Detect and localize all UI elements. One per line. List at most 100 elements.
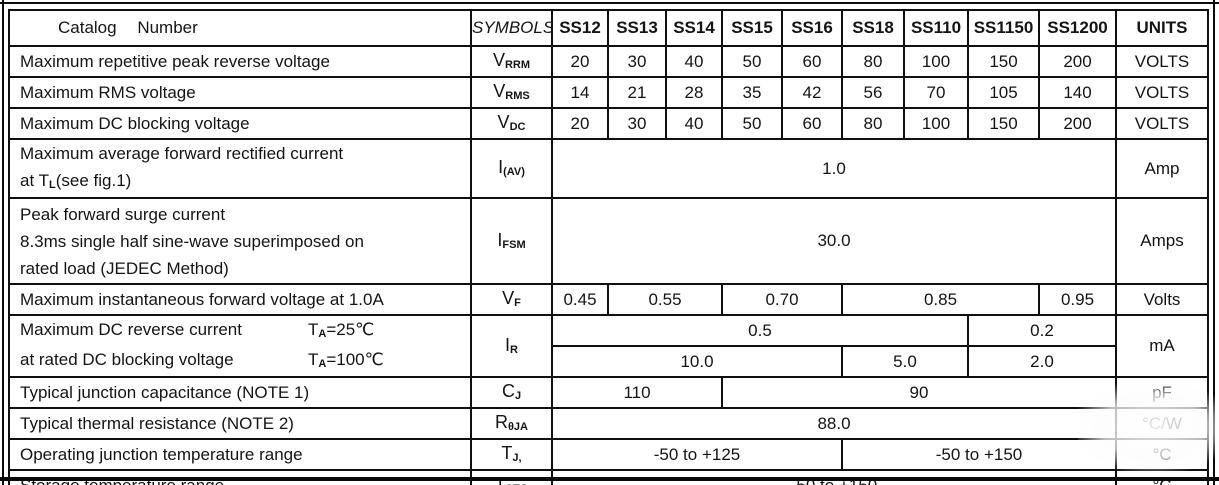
symbol-subscript: R [510, 343, 518, 356]
value-cell-span: -50 to +150 [841, 438, 1117, 471]
value-cell: 0.95 [1038, 283, 1117, 316]
part-header-ss14: SS14 [665, 9, 723, 47]
value-cell: 200 [1038, 45, 1117, 78]
symbol-cell-vrrm: VRRM [470, 45, 553, 78]
value-cell-span: 88.0 [551, 407, 1117, 440]
value-cell-span: 90 [721, 376, 1117, 409]
symbol-subscript: RMS [505, 90, 530, 102]
value-cell: 80 [841, 45, 905, 78]
unit-cell: °C [1115, 438, 1209, 471]
param-cell: Maximum instantaneous forward voltage at… [8, 283, 472, 316]
value-cell: 42 [781, 76, 843, 109]
value-cell-span: 30.0 [551, 197, 1117, 285]
symbol-main: I [505, 334, 511, 355]
param-cell: Peak forward surge current 8.3ms single … [8, 197, 472, 285]
symbol-main: V [497, 112, 510, 132]
symbol-subscript: RRM [504, 59, 531, 71]
param-line: Peak forward surge current [20, 204, 226, 224]
value-cell-span: 2.0 [967, 345, 1117, 378]
param-subscript: L [48, 179, 56, 191]
param-cell: Maximum DC blocking voltage [8, 107, 472, 140]
param-text: at rated DC blocking voltage [20, 350, 234, 369]
header-row: Catalog Number SYMBOLS SS12 SS13 SS14 SS… [8, 9, 1209, 47]
value-cell-span: 110 [551, 376, 723, 409]
param-text: (see fig.1) [55, 171, 132, 190]
symbol-cell-cj: CJ [470, 376, 553, 409]
value-cell: 30 [607, 107, 667, 140]
param-cell: Maximum RMS voltage [8, 76, 472, 109]
condition-main: T [308, 320, 319, 339]
unit-cell: VOLTS [1115, 76, 1209, 109]
value-cell: 140 [1038, 76, 1117, 109]
param-cell: Maximum repetitive peak reverse voltage [8, 45, 472, 78]
symbol-cell-vdc: VDC [470, 107, 553, 140]
value-cell: 20 [551, 45, 609, 78]
symbol-cell-ir: IR [470, 314, 553, 378]
value-cell: 50 [721, 107, 783, 140]
symbol-subscript: J [514, 390, 522, 402]
part-header-ss12: SS12 [551, 9, 609, 47]
symbol-subscript: θJA [507, 421, 528, 433]
part-header-ss1150: SS1150 [967, 9, 1040, 47]
value-cell: 70 [903, 76, 969, 109]
symbol-main: I [497, 229, 503, 250]
value-cell: 200 [1038, 107, 1117, 140]
catalog-number-header: Catalog Number [8, 9, 472, 47]
value-cell-span: 0.85 [841, 283, 1040, 316]
param-line: at rated DC blocking voltage TA=100℃ [20, 346, 469, 375]
symbols-header: SYMBOLS [470, 9, 553, 47]
value-cell: 30 [607, 45, 667, 78]
symbol-main: V [492, 50, 505, 70]
param-line: rated load (JEDEC Method) [20, 258, 229, 278]
unit-cell: Amp [1115, 138, 1209, 199]
row-tj: Operating junction temperature range TJ,… [8, 438, 1209, 471]
value-cell: 100 [903, 45, 969, 78]
maximum-ratings-table: Catalog Number SYMBOLS SS12 SS13 SS14 SS… [8, 9, 1209, 485]
unit-cell: mA [1115, 314, 1209, 378]
value-cell: 56 [841, 76, 905, 109]
symbol-main: I [498, 157, 504, 177]
symbol-main: V [493, 81, 506, 101]
value-cell: 21 [607, 76, 667, 109]
param-line: 8.3ms single half sine-wave superimposed… [20, 231, 364, 251]
value-cell-span: 0.5 [551, 314, 969, 347]
param-cell: Maximum DC reverse current TA=25℃ at rate… [8, 314, 472, 378]
symbol-cell-ifsm: IFSM [470, 197, 553, 285]
row-cj: Typical junction capacitance (NOTE 1) CJ… [8, 376, 1209, 409]
symbol-main: R [494, 412, 508, 432]
symbol-main: V [502, 288, 515, 308]
unit-cell: Amps [1115, 197, 1209, 285]
next-section-border-stub [8, 481, 10, 485]
unit-cell: VOLTS [1115, 45, 1209, 78]
part-header-ss15: SS15 [721, 9, 783, 47]
symbol-cell-iav: I(AV) [470, 138, 553, 199]
unit-cell: Volts [1115, 283, 1209, 316]
param-line: at TL(see fig.1) [20, 167, 469, 196]
value-cell: 80 [841, 107, 905, 140]
value-cell: 60 [781, 107, 843, 140]
condition-subscript: A [318, 328, 327, 340]
row-vf: Maximum instantaneous forward voltage at… [8, 283, 1209, 316]
row-rthja: Typical thermal resistance (NOTE 2) RθJA… [8, 407, 1209, 440]
part-header-ss110: SS110 [903, 9, 969, 47]
symbol-subscript: F [514, 297, 521, 309]
value-cell: 28 [665, 76, 723, 109]
value-cell-span: 0.55 [607, 283, 723, 316]
row-vrrm: Maximum repetitive peak reverse voltage … [8, 45, 1209, 78]
page-frame-top-line [0, 2, 1219, 4]
unit-cell: VOLTS [1115, 107, 1209, 140]
value-cell: 150 [967, 45, 1040, 78]
symbol-cell-tj: TJ, [470, 438, 553, 471]
value-cell: 40 [665, 45, 723, 78]
symbol-main: T [501, 443, 513, 463]
part-header-ss1200: SS1200 [1038, 9, 1117, 47]
param-cell: Operating junction temperature range [8, 438, 472, 471]
value-cell: 14 [551, 76, 609, 109]
value-cell-span: 5.0 [841, 345, 969, 378]
page-frame-left-line [2, 0, 4, 485]
symbol-subscript: (AV) [503, 166, 525, 178]
value-cell: 35 [721, 76, 783, 109]
param-text: Maximum DC reverse current [20, 320, 242, 339]
symbol-cell-vrms: VRMS [470, 76, 553, 109]
